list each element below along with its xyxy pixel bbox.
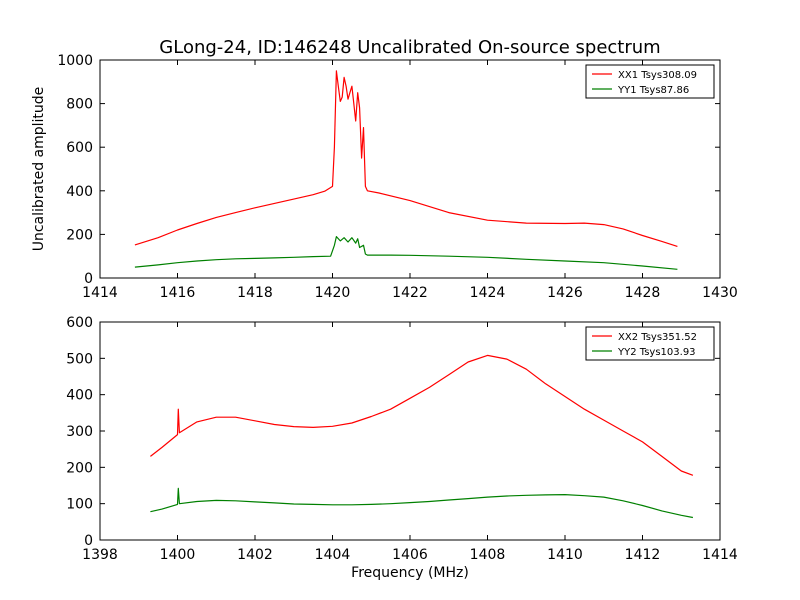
bottom-x-tick-label: 1398 [82, 547, 118, 563]
top-x-tick-label: 1424 [470, 285, 506, 301]
top-y-tick-label: 0 [84, 271, 93, 287]
top-y-tick-label: 1000 [57, 53, 93, 69]
top-x-tick-label: 1418 [237, 285, 273, 301]
top-plot-area [134, 70, 678, 270]
bottom-x-tick-label: 1408 [470, 547, 506, 563]
bottom-y-tick-label: 300 [66, 424, 93, 440]
top-legend-box [585, 64, 715, 99]
bottom-series-xx-line [150, 354, 694, 476]
top-legend-entry-yy: YY1 Tsys87.86 [617, 85, 689, 96]
top-y-tick-label: 400 [66, 184, 93, 200]
top-panel: 1414 1416 1418 1420 1422 1424 1426 1428 1430 0 200… [31, 53, 738, 301]
top-x-tick-label: 1420 [315, 285, 351, 301]
top-ticks: 1414 1416 1418 1420 1422 1424 1426 1428 1430 0 200… [57, 53, 737, 301]
bottom-x-tick-label: 1406 [392, 547, 428, 563]
bottom-x-tick-label: 1402 [237, 547, 273, 563]
bottom-legend-entry-yy: YY2 Tsys103.93 [617, 347, 696, 358]
bottom-x-tick-label: 1410 [547, 547, 583, 563]
bottom-panel: 1398 1400 1402 1404 1406 1408 1410 1412 1414 0 100… [66, 315, 738, 581]
bottom-ticks: 1398 1400 1402 1404 1406 1408 1410 1412 1414 0 100… [66, 315, 738, 563]
bottom-y-tick-label: 100 [66, 497, 93, 513]
top-y-tick-label: 800 [66, 97, 93, 113]
bottom-legend: XX2 Tsys351.52 YY2 Tsys103.93 [585, 326, 715, 361]
top-y-tick-label: 200 [66, 227, 93, 243]
bottom-x-axis-label: Frequency (MHz) [351, 565, 469, 581]
bottom-y-tick-label: 0 [84, 533, 93, 549]
top-x-tick-label: 1416 [160, 285, 196, 301]
bottom-x-tick-label: 1412 [625, 547, 661, 563]
top-legend: XX1 Tsys308.09 YY1 Tsys87.86 [585, 64, 715, 99]
bottom-legend-entry-xx: XX2 Tsys351.52 [618, 332, 697, 343]
top-x-tick-label: 1428 [625, 285, 661, 301]
bottom-y-tick-label: 400 [66, 388, 93, 404]
top-y-tick-label: 600 [66, 140, 93, 156]
bottom-series-yy-line [150, 487, 694, 519]
bottom-x-tick-label: 1400 [160, 547, 196, 563]
bottom-y-tick-label: 500 [66, 351, 93, 367]
bottom-x-tick-label: 1404 [315, 547, 351, 563]
top-x-tick-label: 1414 [82, 285, 118, 301]
bottom-y-tick-label: 200 [66, 460, 93, 476]
bottom-plot-area [150, 354, 694, 519]
bottom-y-tick-label: 600 [66, 315, 93, 331]
top-y-axis-label: Uncalibrated amplitude [31, 87, 47, 252]
top-series-yy-line [134, 236, 678, 270]
top-x-tick-label: 1430 [702, 285, 738, 301]
top-legend-entry-xx: XX1 Tsys308.09 [618, 70, 697, 81]
top-x-tick-label: 1422 [392, 285, 428, 301]
bottom-x-tick-label: 1414 [702, 547, 738, 563]
top-x-tick-label: 1426 [547, 285, 583, 301]
top-series-xx-line [134, 70, 678, 247]
bottom-legend-box [585, 326, 715, 361]
figure-title: GLong-24, ID:146248 Uncalibrated On-sour… [159, 37, 660, 58]
